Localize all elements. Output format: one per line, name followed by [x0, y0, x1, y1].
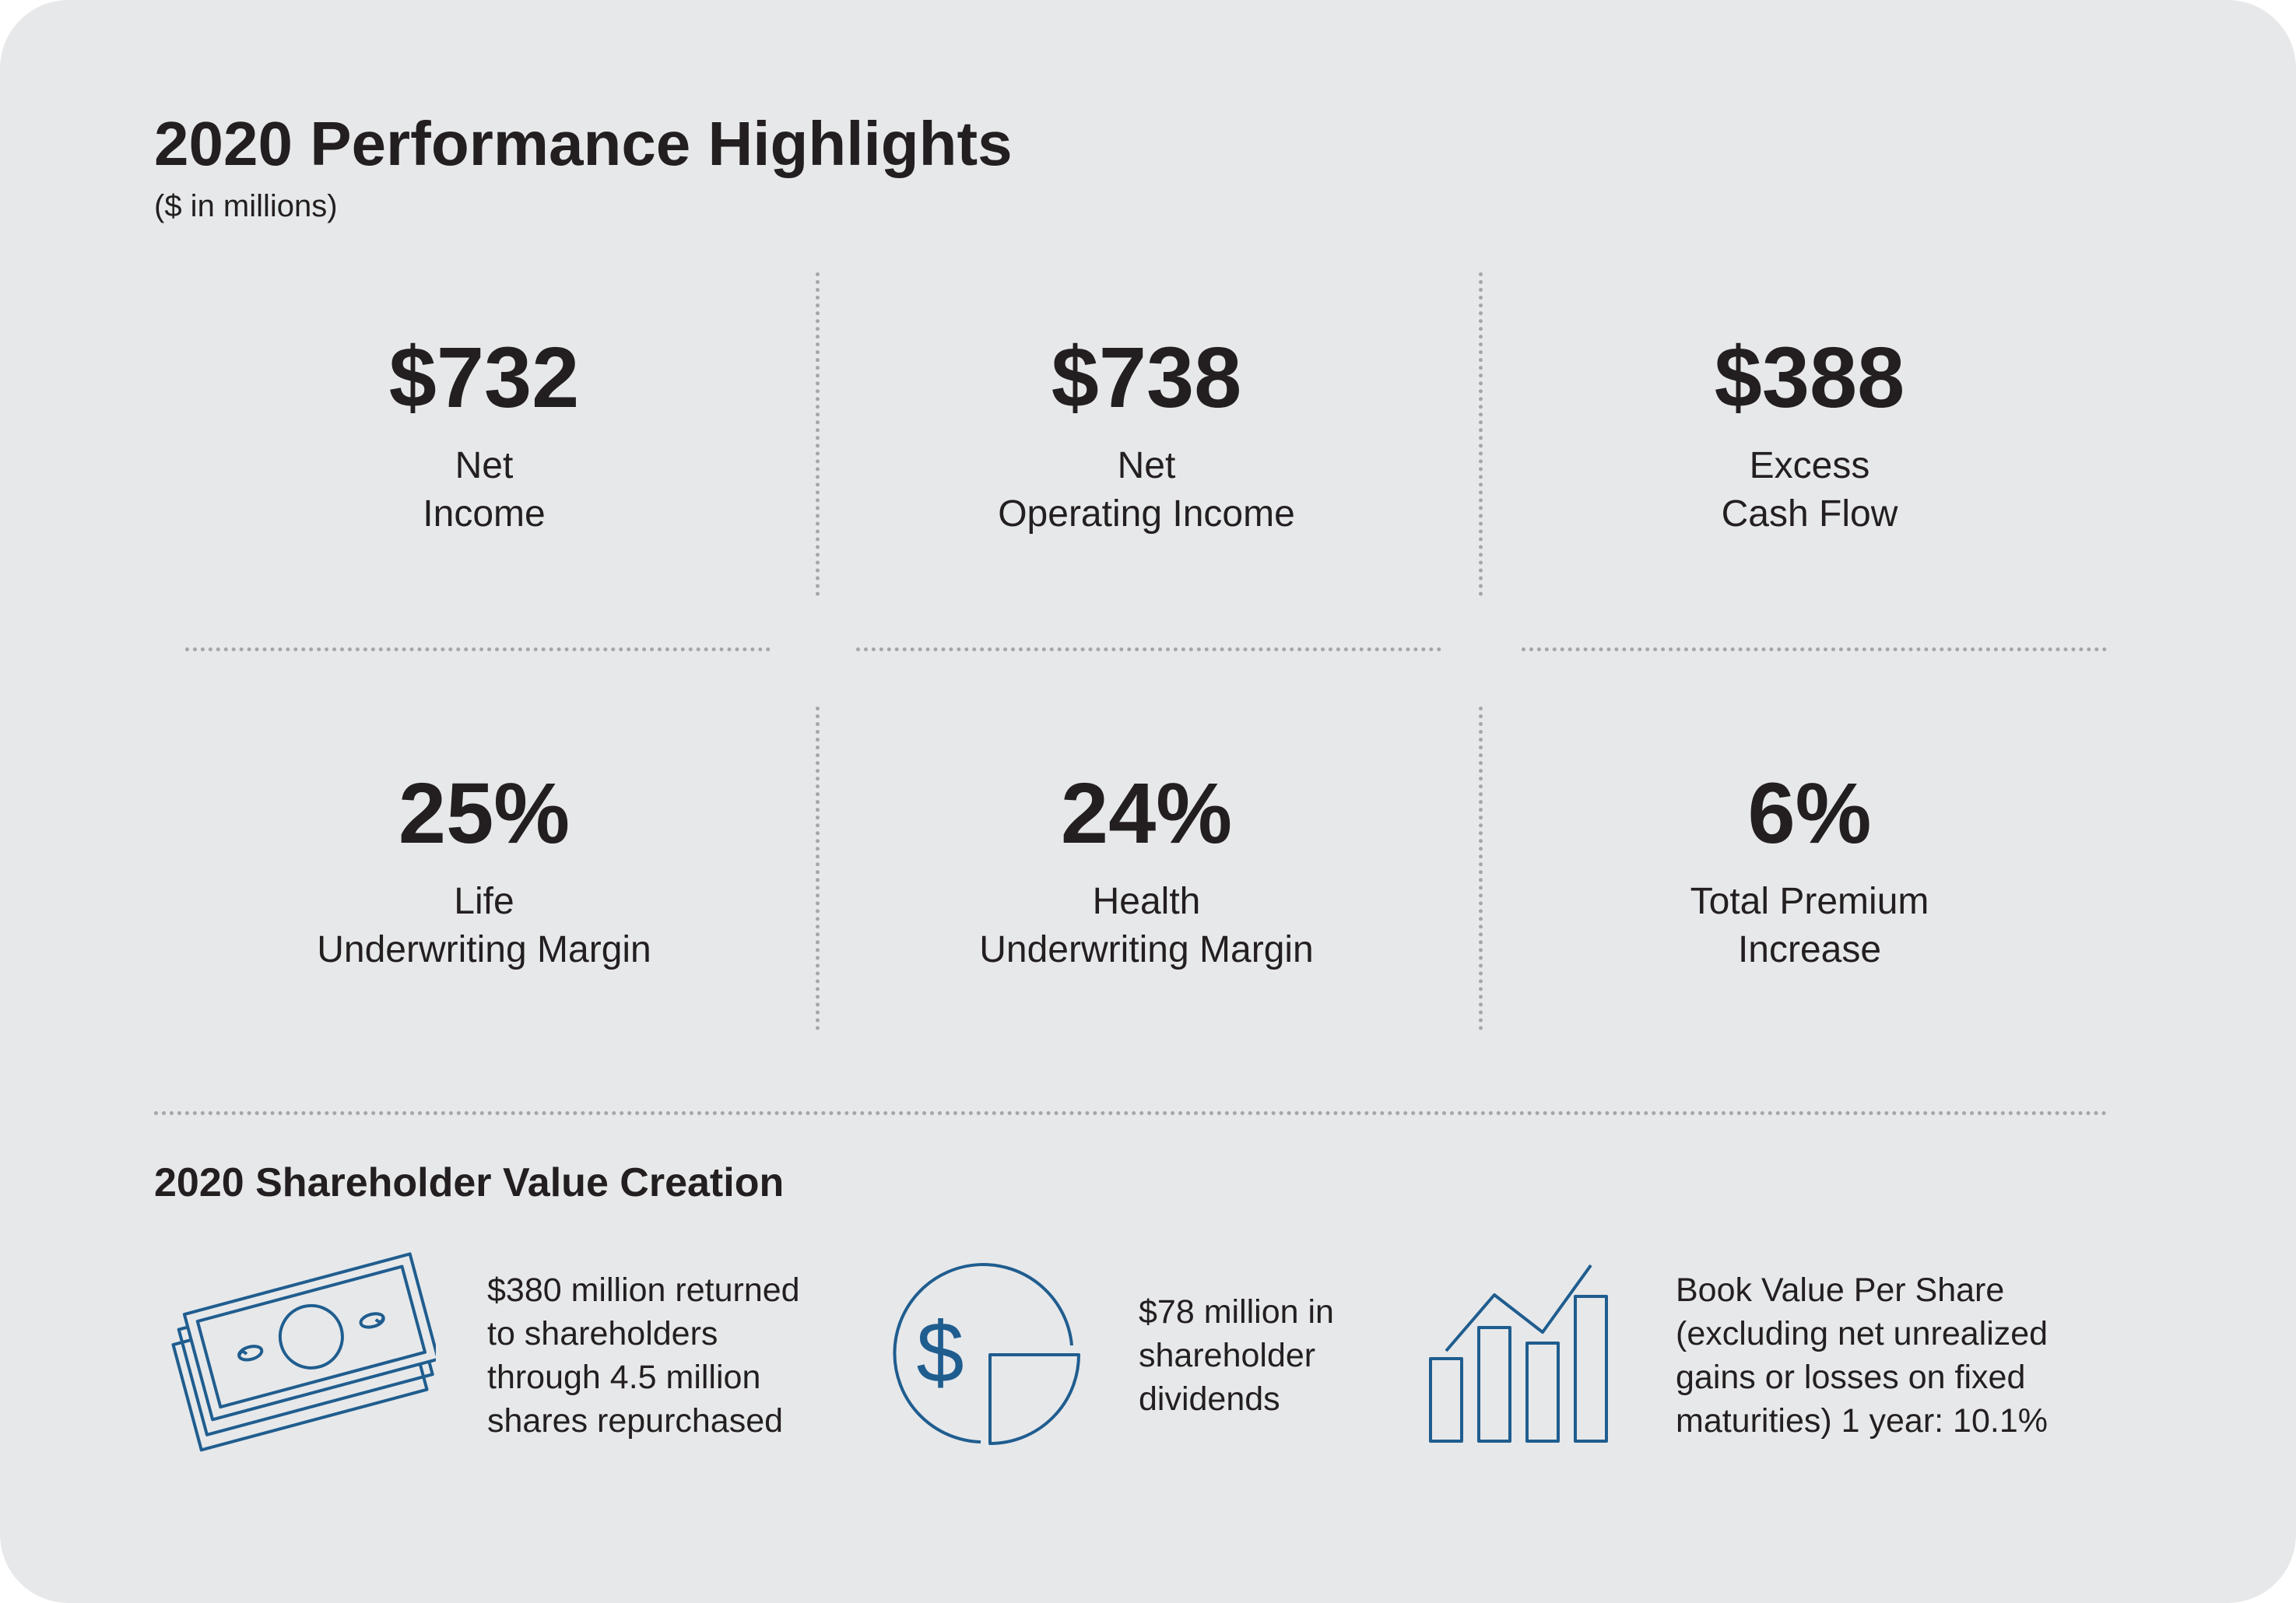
- metric-label: Excess Cash Flow: [1721, 445, 1898, 535]
- metric-value: 24%: [1060, 766, 1233, 861]
- metric-value: 25%: [398, 766, 570, 861]
- shareholder-item-text: $78 million in shareholder dividends: [1139, 1293, 1334, 1418]
- metric-value: 6%: [1747, 766, 1872, 861]
- cash-stack-icon: [171, 1252, 436, 1452]
- divider-horizontal: [856, 647, 1441, 651]
- divider-section: [154, 1111, 2108, 1115]
- metric-label: Health Underwriting Margin: [979, 881, 1314, 970]
- metric-label: Total Premium Increase: [1690, 881, 1929, 970]
- bar-chart-growth-icon: [1429, 1264, 1608, 1443]
- metric-excess-cash-flow: $388 Excess Cash Flow: [1506, 330, 2113, 538]
- metric-label: Net Income: [423, 445, 546, 535]
- units-note: ($ in millions): [154, 189, 338, 223]
- shareholder-item-text: Book Value Per Share (excluding net unre…: [1676, 1272, 2048, 1440]
- dollar-pie-chart-icon: $: [893, 1263, 1080, 1445]
- metric-life-underwriting-margin: 25% Life Underwriting Margin: [181, 766, 788, 974]
- shareholder-item-text: $380 million returned to shareholders th…: [487, 1272, 800, 1440]
- svg-text:$: $: [916, 1305, 964, 1401]
- divider-horizontal: [185, 647, 771, 651]
- divider-horizontal: [1522, 647, 2107, 651]
- metric-value: $738: [1051, 330, 1242, 426]
- divider-vertical: [1479, 272, 1483, 596]
- metric-net-operating-income: $738 Net Operating Income: [843, 330, 1450, 538]
- page-title: 2020 Performance Highlights: [154, 109, 1013, 178]
- metric-value: $732: [388, 330, 580, 426]
- section-title: 2020 Shareholder Value Creation: [154, 1160, 785, 1205]
- metric-total-premium-increase: 6% Total Premium Increase: [1506, 766, 2113, 974]
- divider-vertical: [816, 707, 820, 1030]
- metric-health-underwriting-margin: 24% Health Underwriting Margin: [843, 766, 1450, 974]
- divider-vertical: [1479, 707, 1483, 1030]
- metric-label: Life Underwriting Margin: [317, 881, 651, 970]
- metric-net-income: $732 Net Income: [181, 330, 788, 538]
- divider-vertical: [816, 272, 820, 596]
- metric-label: Net Operating Income: [998, 445, 1295, 535]
- metric-value: $388: [1714, 330, 1905, 426]
